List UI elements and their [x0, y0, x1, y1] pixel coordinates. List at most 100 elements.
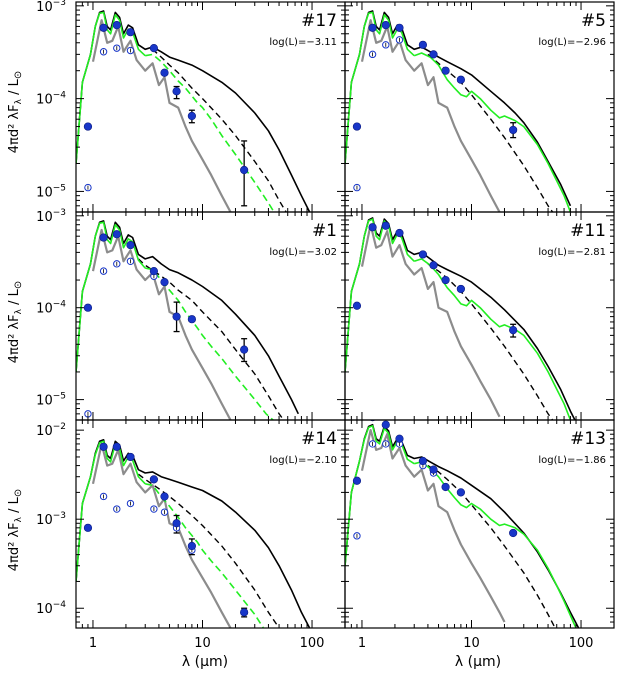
panel-frame: [344, 419, 615, 629]
x-tick-label: 100: [569, 636, 594, 651]
model-total-line: [345, 217, 576, 420]
model-dashed-line: [152, 48, 287, 212]
data-point: [160, 68, 169, 77]
data-point: [441, 482, 450, 492]
y-tick-label: 10−4: [36, 600, 66, 617]
data-point: [429, 50, 438, 59]
data-point: [240, 345, 249, 354]
luminosity-label: log(L)=−3.11: [269, 37, 337, 48]
data-point: [112, 442, 121, 451]
data-point: [160, 492, 169, 501]
data-point: [149, 475, 158, 484]
data-point: [456, 75, 465, 84]
model-green-solid: [345, 218, 415, 372]
y-axis-label: 4πd² λFλ / L⊙: [7, 489, 24, 571]
data-point: [352, 476, 362, 485]
panel-frame: [344, 211, 615, 421]
plot-area: [345, 10, 572, 212]
model-dashed-line: [137, 473, 280, 628]
data-point: [429, 465, 438, 474]
plot-area: [345, 217, 576, 420]
photosphere-line: [360, 429, 506, 623]
data-point: [381, 21, 390, 30]
y-tick-label: 10−3: [36, 208, 66, 225]
x-tick-label: 1: [358, 636, 366, 651]
data-point: [240, 165, 249, 175]
y-tick-label: 10−4: [36, 91, 66, 108]
data-point: [187, 541, 196, 551]
photosphere-line: [91, 228, 232, 420]
y-tick-label: 10−3: [36, 511, 66, 528]
data-point: [418, 250, 427, 259]
data-point: [429, 261, 438, 270]
svg-text:4πd² λFλ / L⊙: 4πd² λFλ / L⊙: [7, 489, 24, 571]
panel-id-label: #5: [581, 11, 606, 31]
panel-id-label: #14: [301, 429, 337, 449]
y-tick-label: 10−2: [36, 422, 66, 439]
data-point: [126, 28, 135, 37]
data-point: [352, 122, 362, 131]
data-point: [112, 230, 121, 239]
panel-id-label: #17: [301, 11, 337, 31]
data-point: [418, 456, 427, 466]
y-tick-label: 10−5: [36, 183, 66, 200]
data-point: [172, 312, 181, 321]
x-tick-label: 10: [463, 636, 480, 651]
data-point: [160, 277, 169, 287]
model-total-line: [76, 10, 311, 212]
y-axis-label: 4πd² λFλ / L⊙: [7, 281, 24, 363]
sed-panel: 10−2 10−3 10−4 1 10 100 #14 log(L)=−2.10: [36, 419, 346, 651]
model-green-line: [145, 53, 275, 212]
data-point: [441, 275, 450, 285]
data-point: [172, 519, 181, 528]
data-point: [99, 233, 108, 242]
data-point: [418, 40, 427, 49]
data-point: [149, 44, 158, 53]
svg-text:4πd² λFλ / L⊙: 4πd² λFλ / L⊙: [7, 71, 24, 153]
x-axis-label: λ (μm): [455, 654, 501, 670]
data-point: [112, 21, 121, 30]
luminosity-label: log(L)=−2.96: [538, 37, 606, 48]
x-tick-label: 100: [300, 636, 325, 651]
plot-area: [76, 220, 300, 420]
x-axis-label: λ (μm): [182, 654, 228, 670]
plot-area: [76, 439, 311, 628]
data-point: [126, 240, 135, 250]
data-point: [395, 23, 404, 32]
plot-area: [345, 420, 580, 628]
luminosity-label: log(L)=−2.10: [269, 455, 337, 466]
data-point: [83, 303, 93, 312]
data-point: [368, 23, 377, 32]
data-point: [456, 284, 465, 294]
data-point: [381, 420, 390, 429]
plot-area: [76, 10, 311, 212]
data-point: [83, 523, 93, 532]
svg-text:4πd² λFλ / L⊙: 4πd² λFλ / L⊙: [7, 281, 24, 363]
data-point: [240, 608, 249, 617]
data-point: [441, 66, 450, 75]
sed-panel: #5 log(L)=−2.96: [344, 1, 615, 213]
data-point: [381, 221, 390, 230]
data-point: [149, 267, 158, 276]
data-point: [99, 23, 108, 32]
sed-panel: 10−3 10−4 10−5 #17 log(L)=−3.11: [36, 0, 346, 213]
panel-frame: [75, 419, 346, 629]
luminosity-label: log(L)=−1.86: [538, 455, 606, 466]
photosphere-line: [91, 19, 232, 212]
data-point: [172, 87, 181, 96]
y-tick-label: 10−5: [36, 392, 66, 409]
data-point: [509, 326, 518, 335]
luminosity-label: log(L)=−2.81: [538, 247, 606, 258]
x-tick-label: 1: [89, 636, 97, 651]
model-dashed-line: [427, 263, 554, 420]
data-point: [99, 442, 108, 451]
data-point: [509, 528, 518, 538]
sed-panel: #11 log(L)=−2.81: [344, 211, 615, 421]
data-point: [187, 315, 196, 324]
data-point: [187, 111, 196, 121]
x-tick-label: 10: [194, 636, 211, 651]
model-total-line: [76, 439, 311, 628]
y-tick-label: 10−4: [36, 300, 66, 317]
photosphere-line: [91, 442, 232, 628]
